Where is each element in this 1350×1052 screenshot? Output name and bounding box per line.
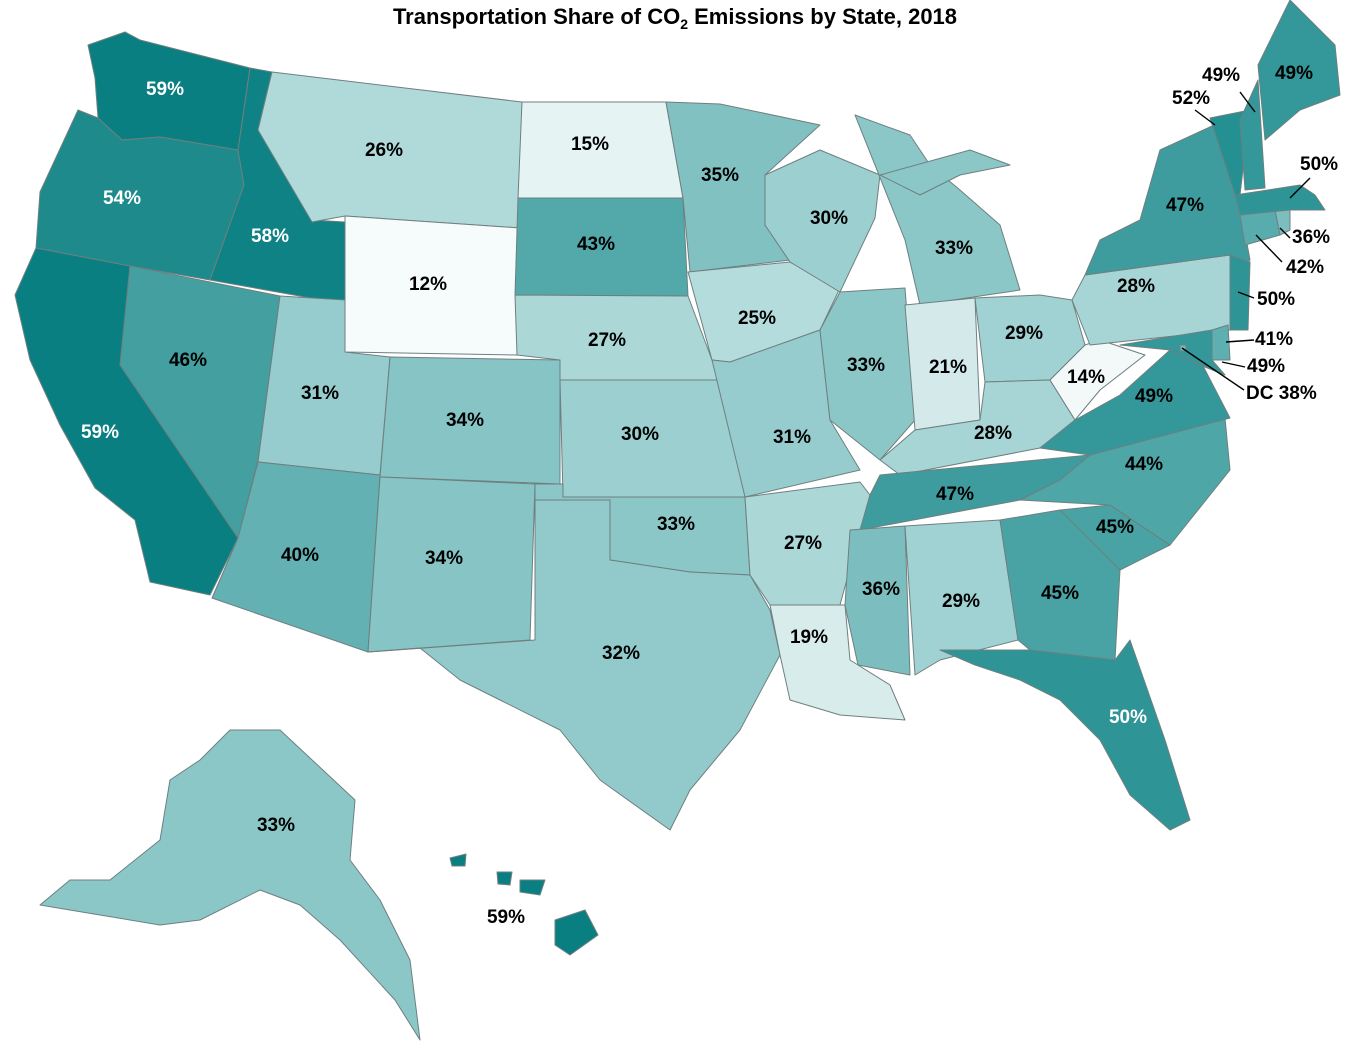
state-label-ne: 27% <box>588 330 626 351</box>
state-label-wy: 12% <box>409 274 447 295</box>
state-label-wi: 30% <box>810 208 848 229</box>
state-label-sc: 45% <box>1096 517 1134 538</box>
state-label-pa: 28% <box>1117 276 1155 297</box>
leader-line-de <box>1225 339 1255 343</box>
leader-line-ri <box>1279 227 1291 239</box>
leader-line-ct <box>1255 234 1283 263</box>
state-hi-part-3 <box>449 853 467 867</box>
state-label-ma: 50% <box>1300 154 1338 175</box>
leader-line-ma <box>1289 177 1311 199</box>
state-label-id: 58% <box>251 226 289 247</box>
state-label-me: 49% <box>1275 63 1313 84</box>
state-label-ri: 36% <box>1292 227 1330 248</box>
map-title: Transportation Share of CO2 Emissions by… <box>0 4 1350 32</box>
state-az <box>211 461 381 653</box>
state-label-co: 34% <box>446 410 484 431</box>
state-shapes <box>14 0 1341 1041</box>
state-mi-part-1 <box>879 149 1011 196</box>
state-mi <box>854 114 1021 306</box>
leader-lines <box>1181 91 1311 391</box>
state-hi-part-1 <box>519 879 546 896</box>
state-label-ny: 47% <box>1166 195 1204 216</box>
leader-line-md <box>1221 361 1246 368</box>
state-ma <box>1234 184 1326 216</box>
title-subscript: 2 <box>680 16 689 32</box>
state-label-la: 19% <box>790 627 828 648</box>
state-label-ks: 30% <box>621 424 659 445</box>
state-vt <box>1209 109 1251 196</box>
state-label-oh: 29% <box>1005 323 1043 344</box>
state-label-az: 40% <box>281 545 319 566</box>
state-fl <box>939 639 1191 831</box>
state-label-sd: 43% <box>577 234 615 255</box>
leader-line-nh <box>1239 91 1256 113</box>
state-label-wa: 59% <box>146 79 184 100</box>
state-wi <box>764 149 881 293</box>
title-suffix: Emissions by State, 2018 <box>688 4 958 29</box>
state-label-ok: 33% <box>657 514 695 535</box>
state-label-nc: 44% <box>1125 454 1163 475</box>
state-label-ky: 28% <box>974 423 1012 444</box>
state-labels: 59% 54% 59% 58% 46% 26% 12% 31% 40% 34% 34% 15% 43% 2… <box>81 63 1338 928</box>
state-ms <box>844 525 911 676</box>
state-label-or: 54% <box>103 188 141 209</box>
state-label-il: 33% <box>847 355 885 376</box>
state-label-al: 29% <box>942 591 980 612</box>
state-label-nd: 15% <box>571 134 609 155</box>
state-label-nv: 46% <box>169 350 207 371</box>
state-label-nh: 49% <box>1202 65 1240 86</box>
state-label-vt: 52% <box>1172 88 1210 109</box>
state-label-md: 49% <box>1247 356 1285 377</box>
state-label-nj: 50% <box>1257 289 1295 310</box>
state-wv <box>1049 339 1146 421</box>
state-ak <box>39 729 421 1041</box>
state-label-va: 49% <box>1135 386 1173 407</box>
state-label-ut: 31% <box>301 383 339 404</box>
leader-line-nj <box>1237 291 1255 299</box>
state-label-tx: 32% <box>602 643 640 664</box>
state-label-fl: 50% <box>1109 707 1147 728</box>
state-label-ct: 42% <box>1286 257 1324 278</box>
state-label-ca: 59% <box>81 422 119 443</box>
state-label-ga: 45% <box>1041 583 1079 604</box>
state-label-mo: 31% <box>773 427 811 448</box>
state-md <box>1119 329 1226 376</box>
state-label-de: 41% <box>1255 329 1293 350</box>
state-tx <box>367 499 781 831</box>
state-la <box>769 604 906 721</box>
state-label-wv: 14% <box>1067 367 1105 388</box>
state-nc <box>1019 417 1231 546</box>
state-label-in: 21% <box>929 357 967 378</box>
state-label-tn: 47% <box>936 484 974 505</box>
state-hi <box>554 909 599 956</box>
state-me <box>1257 0 1341 141</box>
state-nh <box>1239 79 1266 191</box>
state-label-nm: 34% <box>425 548 463 569</box>
state-label-mt: 26% <box>365 140 403 161</box>
state-label-dc: DC 38% <box>1246 383 1317 404</box>
leader-line-vt <box>1194 109 1216 126</box>
leader-line-dc <box>1181 347 1245 391</box>
state-label-ak: 33% <box>257 815 295 836</box>
title-prefix: Transportation Share of CO <box>392 4 681 29</box>
state-hi-part-2 <box>496 871 513 886</box>
state-label-mi: 33% <box>935 238 973 259</box>
state-label-mn: 35% <box>701 165 739 186</box>
state-label-ms: 36% <box>862 579 900 600</box>
state-label-hi: 59% <box>487 907 525 928</box>
state-label-ar: 27% <box>784 533 822 554</box>
state-label-ia: 25% <box>738 308 776 329</box>
